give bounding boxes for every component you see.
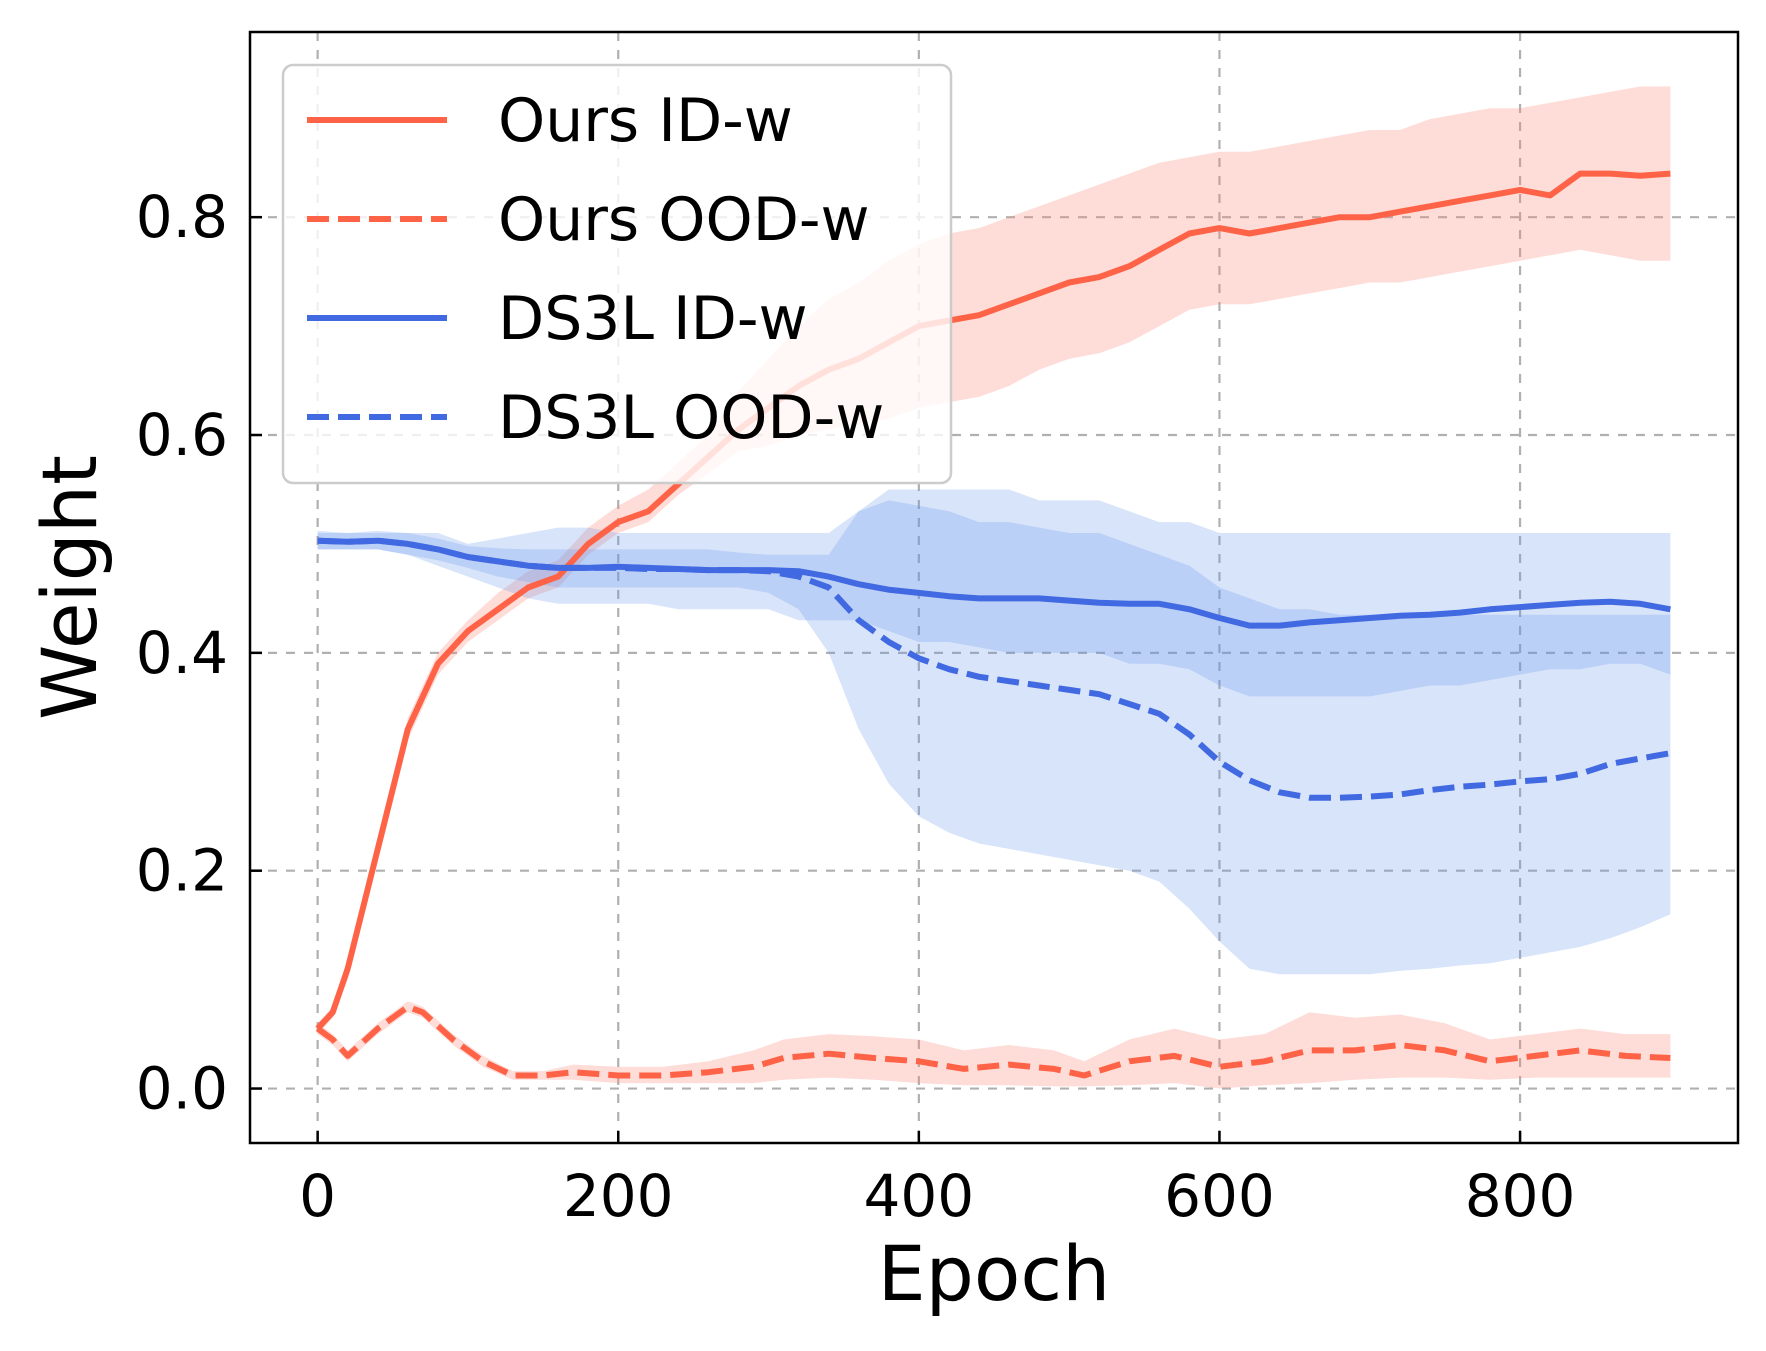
legend-label: DS3L OOD-w — [498, 383, 884, 453]
grid-lines — [250, 32, 1738, 1143]
plot-frame — [248, 30, 1740, 1145]
y-tick-label: 0.4 — [136, 619, 228, 687]
band-ds3l-id-w — [317, 489, 1671, 697]
series-line-ds3l-ood-w — [317, 537, 1671, 801]
series-line-ours-id-w — [315, 170, 1671, 1031]
y-tick-label: 0.0 — [136, 1055, 228, 1123]
x-tick-label: 800 — [1465, 1162, 1576, 1230]
legend-label: Ours OOD-w — [498, 185, 870, 255]
series-line-ours-ood-w — [315, 1003, 1671, 1079]
band-ours-ood-w — [317, 1001, 1671, 1089]
band-ours-id-w — [317, 86, 1671, 1035]
x-tick-label: 0 — [299, 1162, 336, 1230]
series-lines — [315, 170, 1671, 1079]
x-tick-label: 200 — [563, 1162, 674, 1230]
x-tick-label: 400 — [863, 1162, 974, 1230]
legend-label: Ours ID-w — [498, 86, 793, 156]
x-tick-label: 600 — [1164, 1162, 1275, 1230]
axis-ticks: 0 200 400 600 800 0.0 0.2 0.4 0.6 0.8 — [136, 183, 1576, 1230]
x-axis-label: Epoch — [878, 1229, 1111, 1318]
y-tick-label: 0.2 — [136, 837, 228, 905]
y-axis-label: Weight — [25, 455, 114, 720]
y-tick-label: 0.6 — [136, 401, 228, 469]
legend-box — [281, 63, 953, 485]
legend: Ours ID-w Ours OOD-w DS3L ID-w DS3L OOD-w — [281, 63, 953, 485]
legend-label: DS3L ID-w — [498, 284, 808, 354]
y-tick-label: 0.8 — [136, 183, 228, 251]
